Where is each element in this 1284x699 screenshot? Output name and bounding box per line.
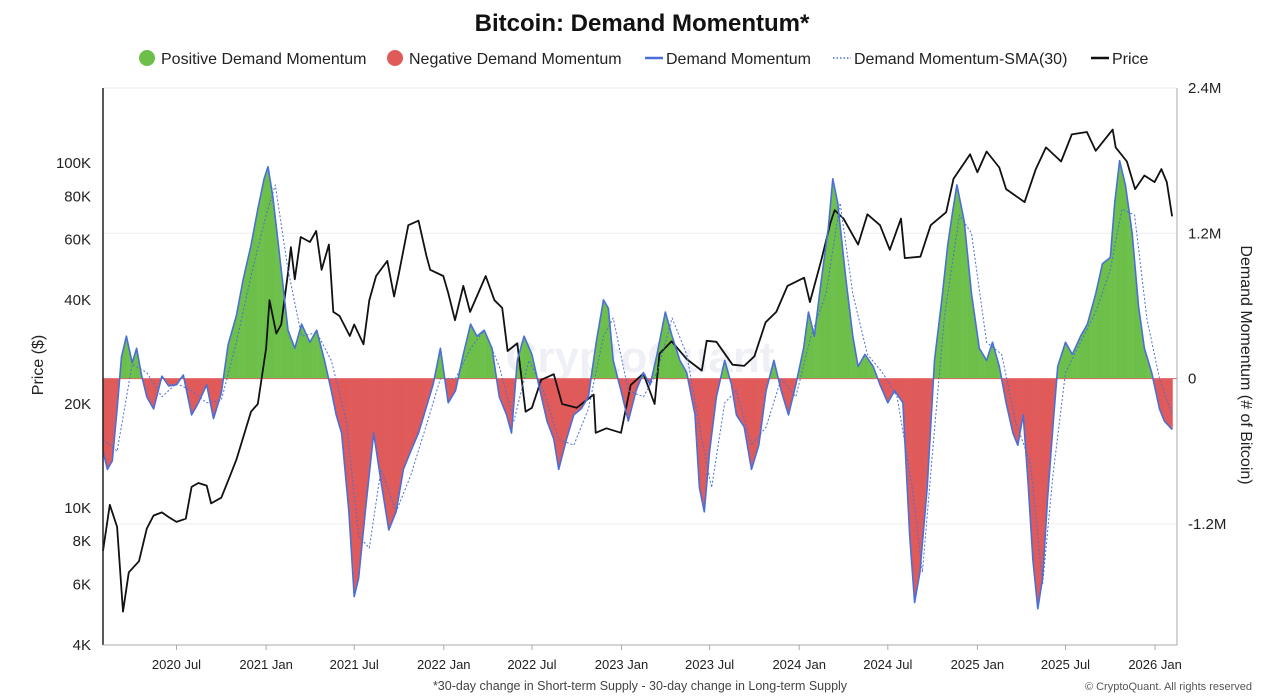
y-right-axis-title: Demand Momentum (# of Bitcoin) xyxy=(1237,245,1254,484)
series-line-price xyxy=(102,128,1173,613)
x-tick-label-4: 2022 Jul xyxy=(507,657,556,672)
y-left-tick-label-0: 4K xyxy=(73,637,91,654)
legend-label-1: Negative Demand Momentum xyxy=(409,51,622,68)
legend-label-4: Price xyxy=(1112,51,1149,68)
legend: Positive Demand Momentum Negative Demand … xyxy=(139,50,1149,68)
credit: © CryptoQuant. All rights reserved xyxy=(1085,681,1252,693)
series-lines xyxy=(102,128,1173,613)
x-tick-label-9: 2025 Jan xyxy=(951,657,1005,672)
y-left-tick-label-5: 40K xyxy=(64,292,91,309)
legend-item-2[interactable]: Demand Momentum xyxy=(645,51,811,68)
legend-swatch-0 xyxy=(139,50,155,66)
legend-label-3: Demand Momentum-SMA(30) xyxy=(854,51,1067,68)
y-left-tick-label-2: 8K xyxy=(73,533,91,550)
y-right-tick-label-1: 1.2M xyxy=(1188,225,1221,242)
gridlines xyxy=(103,87,1177,525)
y-left-tick-label-1: 6K xyxy=(73,576,91,593)
legend-item-1[interactable]: Negative Demand Momentum xyxy=(387,50,622,68)
chart-title: Bitcoin: Demand Momentum* xyxy=(475,10,810,37)
x-tick-label-6: 2023 Jul xyxy=(685,657,734,672)
series-line-demand-momentum xyxy=(102,159,1173,610)
legend-item-0[interactable]: Positive Demand Momentum xyxy=(139,50,366,68)
footnote: *30-day change in Short-term Supply - 30… xyxy=(433,679,848,693)
y-left-tick-label-7: 80K xyxy=(64,188,91,205)
legend-swatch-1 xyxy=(387,50,403,66)
legend-item-3[interactable]: Demand Momentum-SMA(30) xyxy=(833,51,1067,68)
legend-item-4[interactable]: Price xyxy=(1091,51,1149,68)
x-tick-label-3: 2022 Jan xyxy=(417,657,471,672)
axes: 4K 6K 8K 10K 20K 40K 60K 80K 100K 2.4M 1.2M 0 -1.2M 2… xyxy=(56,80,1226,672)
x-tick-label-2: 2021 Jul xyxy=(330,657,379,672)
legend-label-2: Demand Momentum xyxy=(666,51,811,68)
legend-label-0: Positive Demand Momentum xyxy=(161,51,366,68)
x-tick-label-1: 2021 Jan xyxy=(239,657,293,672)
y-right-tick-label-2: 0 xyxy=(1188,371,1196,388)
y-left-tick-label-6: 60K xyxy=(64,231,91,248)
x-tick-label-0: 2020 Jul xyxy=(152,657,201,672)
y-left-axis-title: Price ($) xyxy=(30,335,47,395)
x-tick-label-10: 2025 Jul xyxy=(1041,657,1090,672)
y-left-tick-label-8: 100K xyxy=(56,155,91,172)
y-left-tick-label-4: 20K xyxy=(64,396,91,413)
watermark: CryptoQuant xyxy=(506,333,775,382)
y-right-tick-label-3: -1.2M xyxy=(1188,516,1226,533)
y-left-tick-label-3: 10K xyxy=(64,500,91,517)
x-tick-label-5: 2023 Jan xyxy=(595,657,649,672)
demand-momentum-bars xyxy=(102,160,1177,609)
x-tick-label-8: 2024 Jul xyxy=(863,657,912,672)
x-tick-label-7: 2024 Jan xyxy=(772,657,826,672)
series-line-demand-momentum-sma-30 xyxy=(102,184,1173,585)
y-right-tick-label-0: 2.4M xyxy=(1188,80,1221,97)
x-tick-label-11: 2026 Jan xyxy=(1128,657,1182,672)
